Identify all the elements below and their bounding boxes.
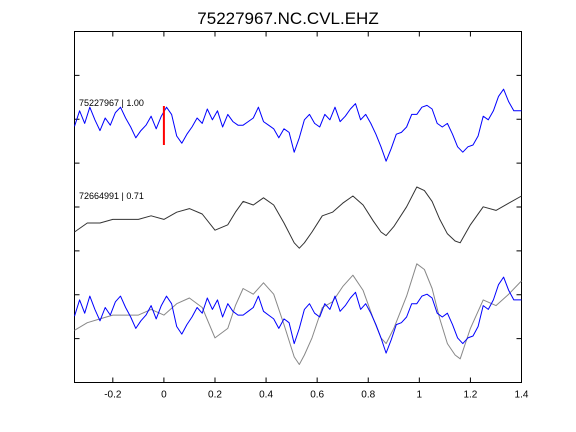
x-tick-label: 0.4 [259, 390, 273, 401]
x-tick-label: 0.8 [361, 390, 375, 401]
x-tick-label: 0 [161, 390, 167, 401]
x-tick-label: -0.2 [104, 390, 122, 401]
axis-ticks: -0.2 0 0.2 0.4 0.6 0.8 1 1.2 1.4 [74, 31, 529, 401]
x-tick-label: 1 [417, 390, 423, 401]
trace-label: 72664991 | 0.71 [79, 191, 144, 201]
trace-lines [74, 88, 522, 365]
plot-frame [74, 31, 522, 383]
trace-line [74, 186, 522, 249]
x-tick-label: 0.6 [310, 390, 324, 401]
trace-labels: 75227967 | 1.00 72664991 | 0.71 [79, 98, 144, 201]
trace-label: 75227967 | 1.00 [79, 98, 144, 108]
x-tick-label: 1.4 [515, 390, 529, 401]
x-tick-label: 0.2 [208, 390, 222, 401]
trace-line [74, 263, 522, 365]
trace-line [74, 88, 522, 162]
x-tick-label: 1.2 [463, 390, 477, 401]
trace-line [74, 276, 522, 354]
chart-title: 75227967.NC.CVL.EHZ [197, 9, 378, 28]
